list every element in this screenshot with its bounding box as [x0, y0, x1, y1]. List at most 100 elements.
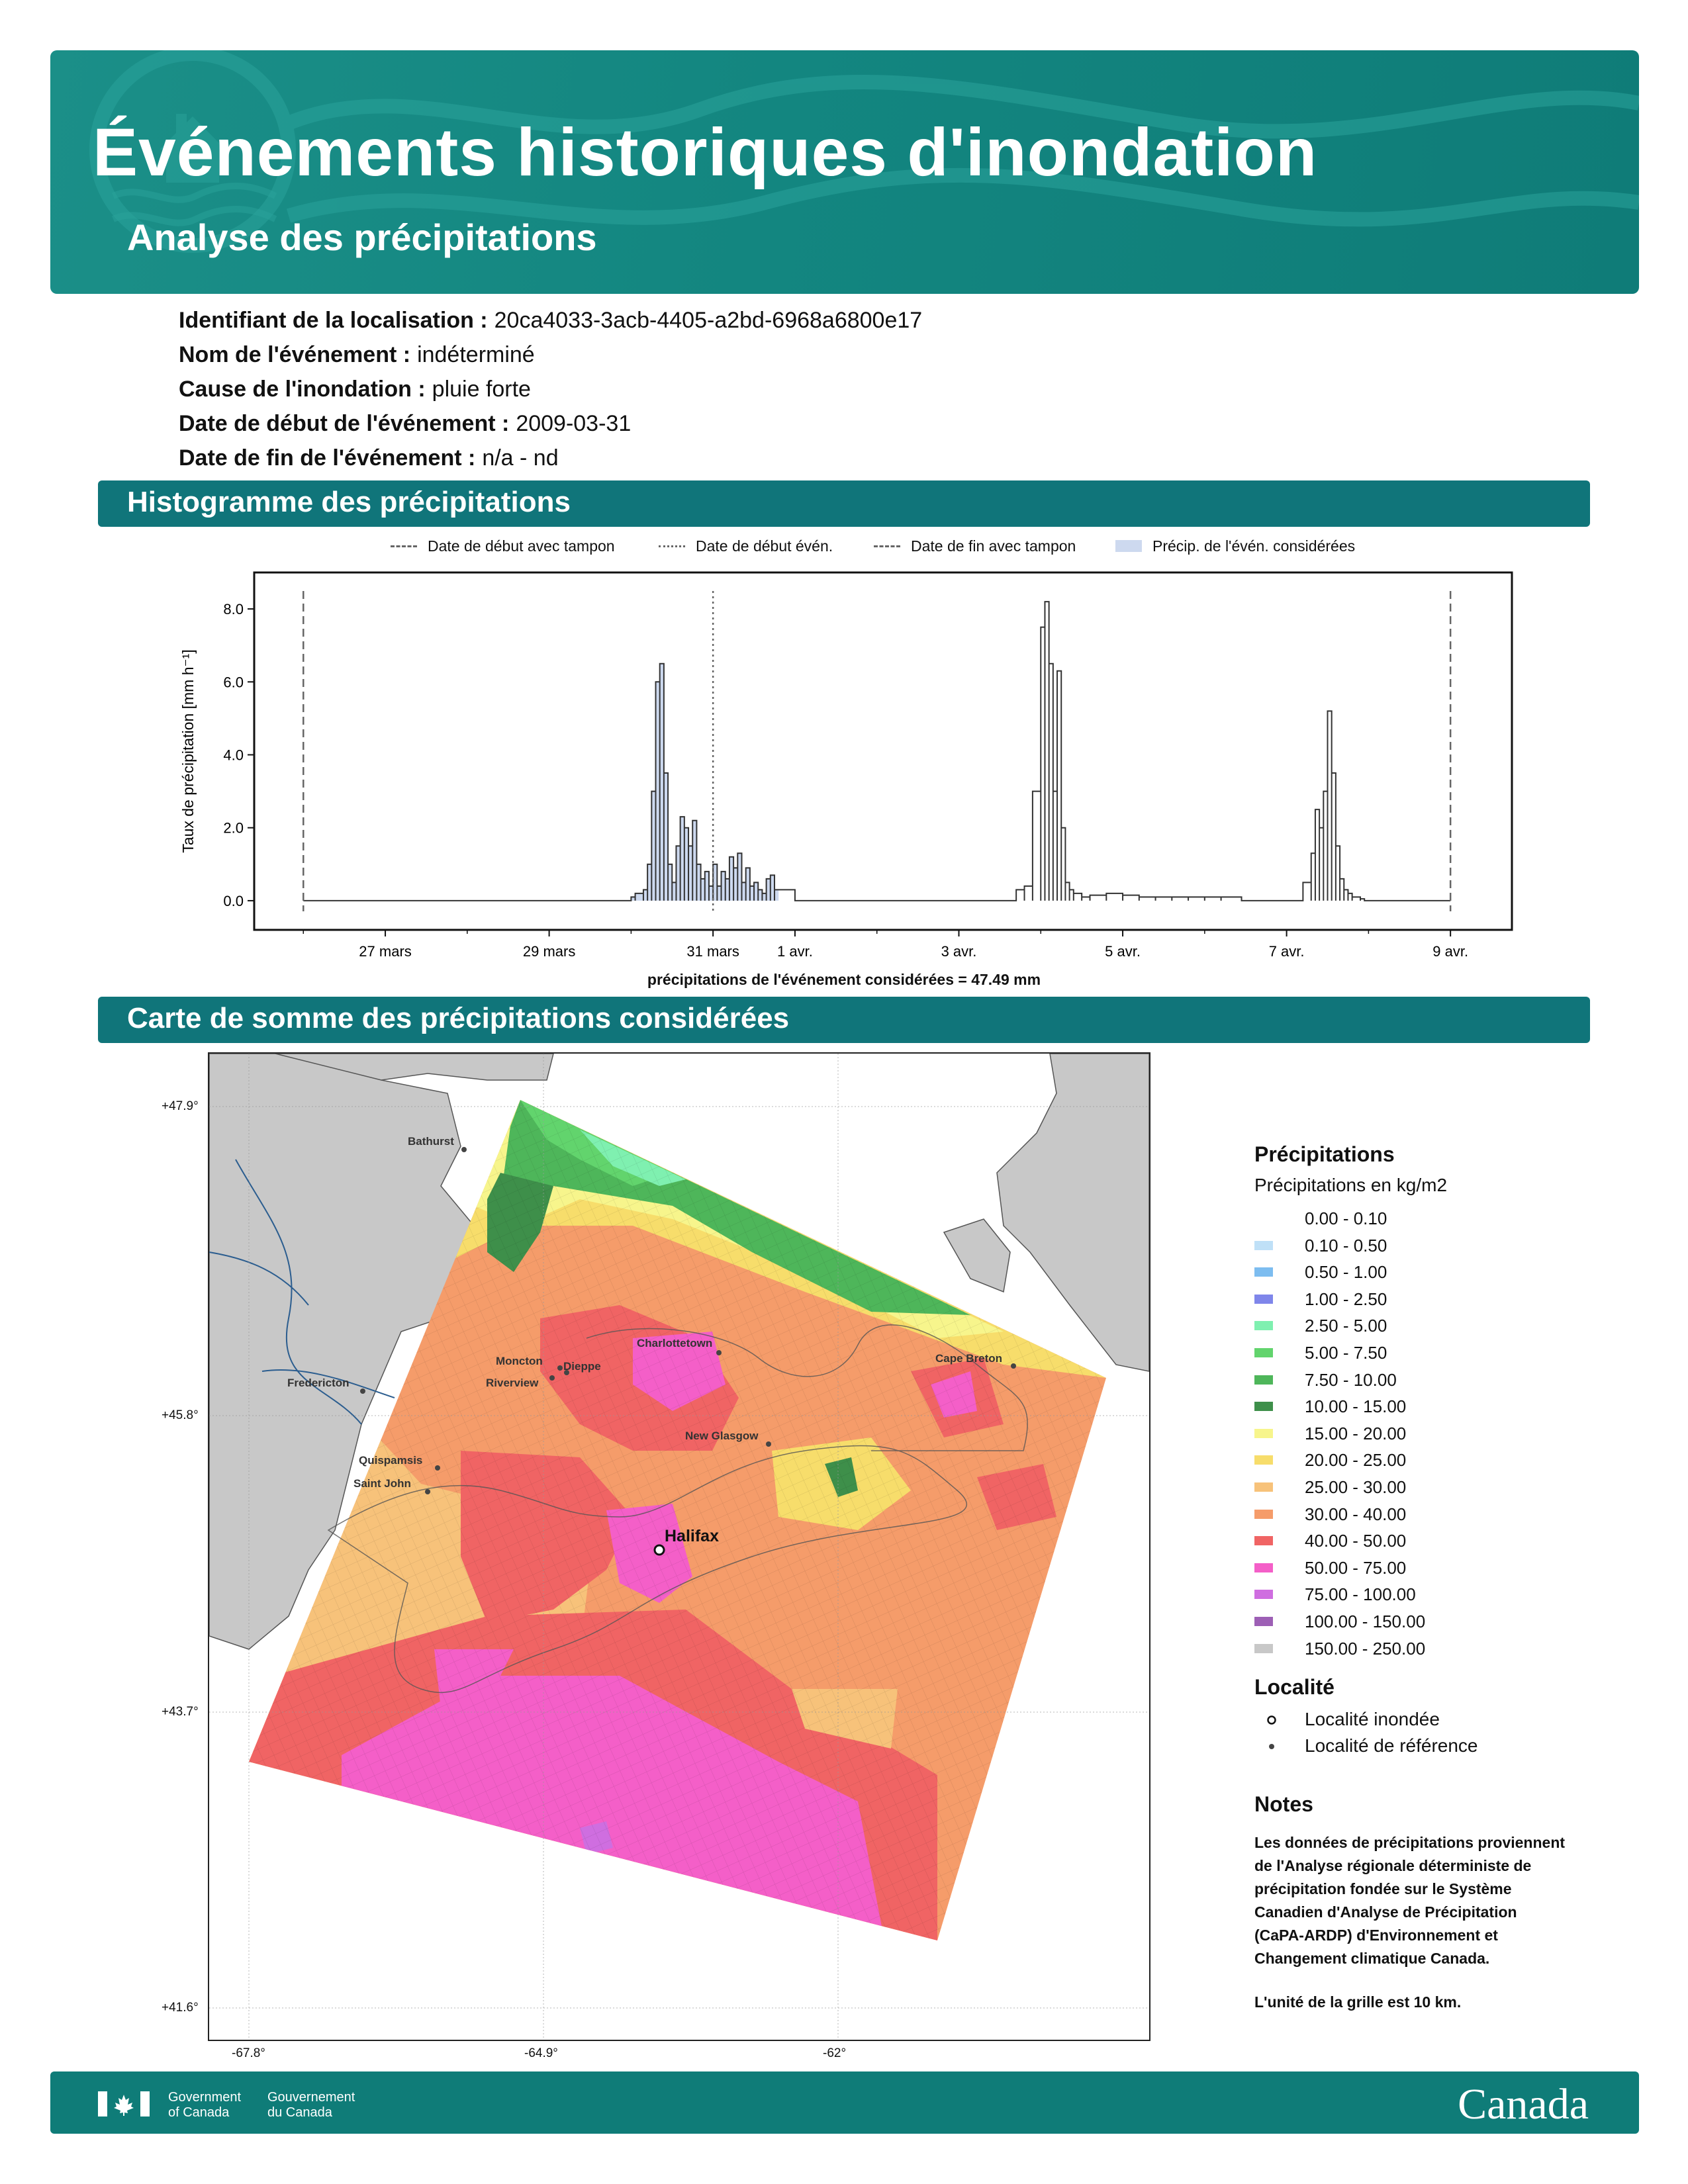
city-label-cape-breton: Cape Breton: [935, 1352, 1002, 1365]
notes-text: Les données de précipitations proviennen…: [1254, 1834, 1566, 1968]
info-value: 20ca4033-3acb-4405-a2bd-6968a6800e17: [494, 308, 923, 333]
legend-item: 100.00 - 150.00: [1254, 1608, 1612, 1635]
map-svg: Bathurst Fredericton Moncton Dieppe Rive…: [209, 1054, 1149, 2040]
legend-label: 100.00 - 150.00: [1305, 1611, 1426, 1631]
legend-reference-locality: Localité de référence: [1254, 1733, 1612, 1759]
color-swatch-icon: [1254, 1321, 1273, 1331]
x-tick-label: 31 mars: [686, 943, 739, 960]
lat-label: +43.7°: [162, 1705, 199, 1719]
color-swatch-icon: [1254, 1455, 1273, 1465]
color-swatch-icon: [1254, 1482, 1273, 1492]
legend-label: 0.50 - 1.00: [1305, 1262, 1387, 1283]
precipitation-histogram: 0.0 2.0 4.0 6.0 8.0 27 mars 29 mars 31 mars 1 av…: [172, 566, 1516, 993]
histogram-svg: 0.0 2.0 4.0 6.0 8.0 27 mars 29 mars 31 mars 1 av…: [179, 571, 1513, 960]
legend-item: 0.10 - 0.50: [1254, 1232, 1612, 1259]
coastlines: [327, 1324, 1028, 1694]
legend-label: 40.00 - 50.00: [1305, 1531, 1407, 1551]
legend-item: 150.00 - 250.00: [1254, 1635, 1612, 1662]
legend-label: 5.00 - 7.50: [1305, 1342, 1387, 1363]
legend-item: 0.50 - 1.00: [1254, 1259, 1612, 1286]
land-mass: [209, 1054, 1149, 1650]
city-marker-moncton[interactable]: [557, 1365, 563, 1371]
legend-label: 2.50 - 5.00: [1305, 1316, 1387, 1336]
notes-title: Notes: [1254, 1792, 1313, 1817]
legend-label: 1.00 - 2.50: [1305, 1289, 1387, 1309]
legend-label: 0.00 - 0.10: [1305, 1208, 1387, 1228]
page-subtitle: Analyse des précipitations: [127, 216, 597, 258]
legend-label: 7.50 - 10.00: [1305, 1369, 1397, 1390]
color-swatch-icon: [1254, 1294, 1273, 1304]
precipitation-series-line: [303, 601, 1451, 901]
header-banner: Événements historiques d'inondation Anal…: [50, 50, 1639, 294]
legend-item: 5.00 - 7.50: [1254, 1340, 1612, 1367]
x-tick-label: 1 avr.: [777, 943, 813, 960]
flood-logo-watermark: [89, 50, 1639, 253]
y-tick-label: 2.0: [223, 820, 244, 837]
legend-label: 0.10 - 0.50: [1305, 1235, 1387, 1255]
y-axis-label: Taux de précipitation [mm h⁻¹]: [179, 649, 197, 852]
city-marker-fredericton[interactable]: [360, 1388, 365, 1394]
government-of-canada-fr: Gouvernement du Canada: [267, 2090, 355, 2120]
legend-item: 2.50 - 5.00: [1254, 1312, 1612, 1340]
y-tick-label: 0.0: [223, 893, 244, 909]
legend-label: 150.00 - 250.00: [1305, 1638, 1426, 1659]
city-marker-riverview[interactable]: [549, 1375, 555, 1381]
legend-label: Localité inondée: [1305, 1709, 1440, 1730]
info-value: 2009-03-31: [516, 411, 632, 436]
color-swatch-icon: [1254, 1509, 1273, 1519]
city-marker-new-glasgow[interactable]: [766, 1441, 771, 1447]
city-marker-charlottetown[interactable]: [716, 1350, 722, 1355]
city-label-new-glasgow: New Glasgow: [685, 1430, 759, 1442]
legend-item: 10.00 - 15.00: [1254, 1393, 1612, 1420]
open-circle-icon: [1267, 1715, 1276, 1725]
city-marker-quispamsis[interactable]: [435, 1465, 440, 1471]
y-tick-label: 4.0: [223, 747, 244, 764]
plot-area: [253, 571, 1513, 931]
legend-label: 20.00 - 25.00: [1305, 1450, 1407, 1471]
legend-label: 15.00 - 20.00: [1305, 1423, 1407, 1443]
city-label-bathurst: Bathurst: [408, 1135, 454, 1148]
legend-label: Date de début évén.: [696, 537, 833, 555]
city-label-dieppe: Dieppe: [563, 1360, 601, 1373]
color-swatch-icon: [1254, 1616, 1273, 1626]
y-tick-label: 6.0: [223, 674, 244, 690]
city-label-halifax: Halifax: [665, 1527, 719, 1545]
rivers: [209, 1159, 395, 1425]
x-tick-label: 5 avr.: [1105, 943, 1141, 960]
precipitation-map[interactable]: Bathurst Fredericton Moncton Dieppe Rive…: [208, 1052, 1150, 2041]
legend-label: 75.00 - 100.00: [1305, 1584, 1416, 1605]
color-swatch-icon: [1254, 1590, 1273, 1600]
legend-item: 15.00 - 20.00: [1254, 1420, 1612, 1447]
section-header-map: Carte de somme des précipitations consid…: [98, 997, 1590, 1043]
lat-label: +47.9°: [162, 1099, 199, 1113]
filled-dot-icon: [1269, 1744, 1274, 1750]
legend-title: Précipitations: [1254, 1142, 1395, 1166]
lat-label: +41.6°: [162, 2001, 199, 2015]
city-marker-halifax[interactable]: [653, 1544, 665, 1556]
notes-grid-unit: L'unité de la grille est 10 km.: [1254, 1993, 1462, 2011]
color-swatch-icon: [1254, 1428, 1273, 1438]
info-label: Date de début de l'événement :: [179, 411, 510, 436]
city-marker-cape-breton[interactable]: [1011, 1363, 1016, 1369]
color-swatch-icon: [1254, 1375, 1273, 1385]
city-markers: [360, 1147, 1016, 1556]
city-label-riverview: Riverview: [486, 1377, 539, 1389]
footer: Government of Canada Gouvernement du Can…: [50, 2071, 1639, 2134]
x-tick-label: 27 mars: [359, 943, 411, 960]
government-of-canada-en: Government of Canada: [168, 2090, 242, 2120]
city-marker-saint-john[interactable]: [425, 1489, 430, 1494]
legend-item: 1.00 - 2.50: [1254, 1286, 1612, 1313]
legend-label: Date de début avec tampon: [428, 537, 615, 555]
map-legend: Précipitations Précipitations en kg/m2 0…: [1254, 1142, 1612, 2011]
color-swatch-icon: [1254, 1563, 1273, 1572]
x-tick-label: 9 avr.: [1432, 943, 1468, 960]
city-marker-dieppe[interactable]: [564, 1370, 569, 1375]
legend-flooded-locality: Localité inondée: [1254, 1706, 1612, 1733]
city-marker-bathurst[interactable]: [461, 1147, 467, 1152]
info-row-location-id: Identifiant de la localisation :20ca4033…: [179, 303, 922, 338]
city-label-moncton: Moncton: [496, 1355, 543, 1367]
lat-label: +45.8°: [162, 1408, 199, 1422]
info-row-event-name: Nom de l'événement : indéterminé: [179, 338, 922, 372]
legend-label: 50.00 - 75.00: [1305, 1557, 1407, 1578]
color-swatch-icon: [1254, 1643, 1273, 1653]
